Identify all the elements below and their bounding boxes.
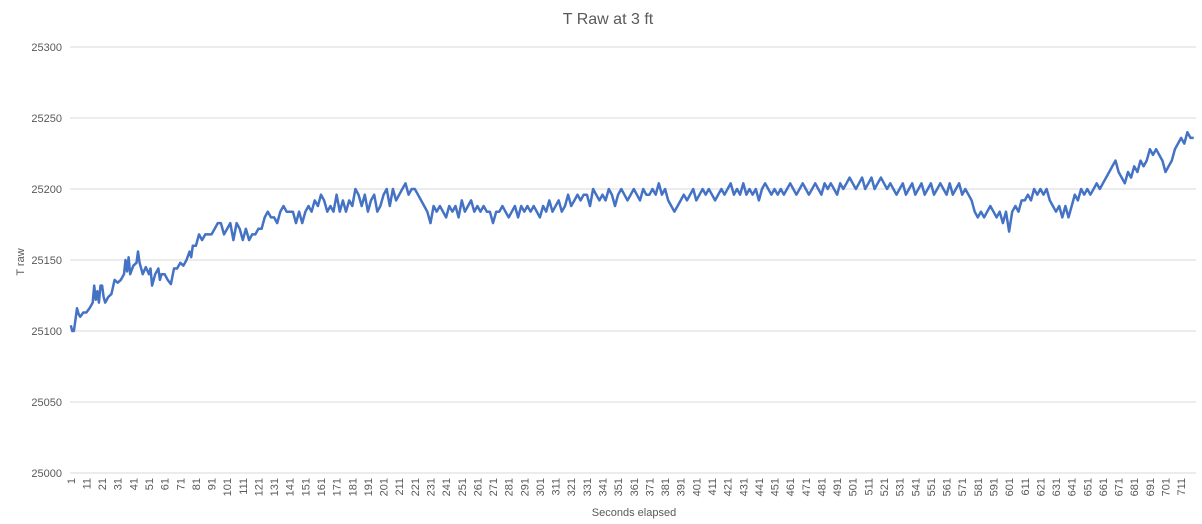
x-tick-label: 171 <box>332 478 344 496</box>
x-tick-label: 111 <box>238 478 250 495</box>
x-tick-label: 551 <box>926 478 938 496</box>
x-tick-label: 411 <box>707 478 719 496</box>
chart-title: T Raw at 3 ft <box>563 11 654 28</box>
x-tick-label: 341 <box>598 478 610 496</box>
x-tick-label: 641 <box>1067 478 1079 496</box>
x-tick-label: 201 <box>379 478 391 496</box>
x-tick-label: 701 <box>1161 478 1173 496</box>
y-tick-label: 25200 <box>31 184 62 196</box>
y-axis-title: T raw <box>15 248 27 275</box>
x-tick-label: 501 <box>848 478 860 496</box>
x-tick-label: 351 <box>613 478 625 496</box>
x-tick-label: 231 <box>425 478 437 496</box>
x-tick-label: 151 <box>300 478 312 496</box>
x-tick-label: 161 <box>316 478 328 496</box>
x-tick-label: 591 <box>988 478 1000 496</box>
x-tick-label: 571 <box>957 478 969 496</box>
y-tick-label: 25000 <box>31 468 62 480</box>
x-tick-label: 101 <box>222 478 234 496</box>
x-tick-label: 661 <box>1098 478 1110 496</box>
y-tick-label: 25250 <box>31 113 62 125</box>
x-tick-label: 71 <box>175 478 187 490</box>
x-tick-label: 421 <box>723 478 735 496</box>
x-tick-label: 651 <box>1082 478 1094 496</box>
x-tick-label: 121 <box>253 478 265 496</box>
x-tick-label: 131 <box>269 478 281 496</box>
y-tick-label: 25150 <box>31 255 62 267</box>
x-tick-label: 441 <box>754 478 766 496</box>
x-tick-label: 141 <box>285 478 297 496</box>
x-tick-label: 41 <box>128 478 140 490</box>
x-tick-label: 581 <box>973 478 985 496</box>
x-tick-label: 691 <box>1145 478 1157 496</box>
x-tick-label: 1 <box>66 478 78 484</box>
x-tick-label: 61 <box>160 478 172 490</box>
x-tick-label: 601 <box>1004 478 1016 496</box>
x-tick-label: 461 <box>785 478 797 496</box>
x-tick-label: 11 <box>81 478 93 489</box>
x-tick-label: 221 <box>410 478 422 496</box>
x-tick-label: 451 <box>770 478 782 496</box>
x-axis-title: Seconds elapsed <box>592 507 676 519</box>
x-tick-label: 401 <box>691 478 703 496</box>
x-tick-label: 371 <box>644 478 656 496</box>
x-tick-label: 711 <box>1176 478 1188 496</box>
x-tick-label: 291 <box>519 478 531 496</box>
x-tick-label: 81 <box>191 478 203 490</box>
x-tick-label: 51 <box>144 478 156 490</box>
x-tick-label: 281 <box>504 478 516 496</box>
y-tick-label: 25300 <box>31 42 62 54</box>
x-tick-label: 481 <box>816 478 828 496</box>
y-tick-label: 25100 <box>31 326 62 338</box>
x-tick-label: 431 <box>738 478 750 496</box>
x-tick-label: 621 <box>1035 478 1047 496</box>
x-tick-label: 331 <box>582 478 594 496</box>
x-tick-label: 531 <box>895 478 907 496</box>
x-tick-label: 671 <box>1114 478 1126 496</box>
x-tick-label: 261 <box>472 478 484 496</box>
x-tick-label: 91 <box>207 478 219 490</box>
x-tick-label: 21 <box>97 478 109 490</box>
x-tick-label: 391 <box>676 478 688 496</box>
y-axis-ticks: 25000 25050 25100 25150 25200 25250 25300 <box>31 42 62 480</box>
x-tick-label: 301 <box>535 478 547 496</box>
x-tick-label: 321 <box>566 478 578 496</box>
x-tick-label: 211 <box>394 478 406 496</box>
y-tick-label: 25050 <box>31 397 62 409</box>
series-group <box>69 130 1194 333</box>
x-tick-label: 251 <box>457 478 469 496</box>
x-tick-label: 241 <box>441 478 453 496</box>
x-tick-label: 631 <box>1051 478 1063 496</box>
x-tick-label: 681 <box>1129 478 1141 496</box>
x-tick-label: 611 <box>1020 478 1032 496</box>
x-tick-label: 491 <box>832 478 844 496</box>
x-tick-label: 511 <box>863 478 875 496</box>
x-tick-label: 521 <box>879 478 891 496</box>
x-tick-label: 191 <box>363 478 375 496</box>
x-tick-label: 561 <box>942 478 954 496</box>
series-line <box>69 130 1194 333</box>
x-tick-label: 271 <box>488 478 500 496</box>
x-tick-label: 361 <box>629 478 641 496</box>
x-axis-ticks: 1 11 21 31 41 51 61 71 81 91 101 111 121 131 141 151 161… <box>66 478 1188 496</box>
gridlines <box>70 46 1196 474</box>
x-tick-label: 471 <box>801 478 813 496</box>
x-tick-label: 311 <box>551 478 563 496</box>
x-tick-label: 31 <box>113 478 125 490</box>
x-tick-label: 381 <box>660 478 672 496</box>
x-tick-label: 541 <box>910 478 922 496</box>
x-tick-label: 181 <box>347 478 359 496</box>
